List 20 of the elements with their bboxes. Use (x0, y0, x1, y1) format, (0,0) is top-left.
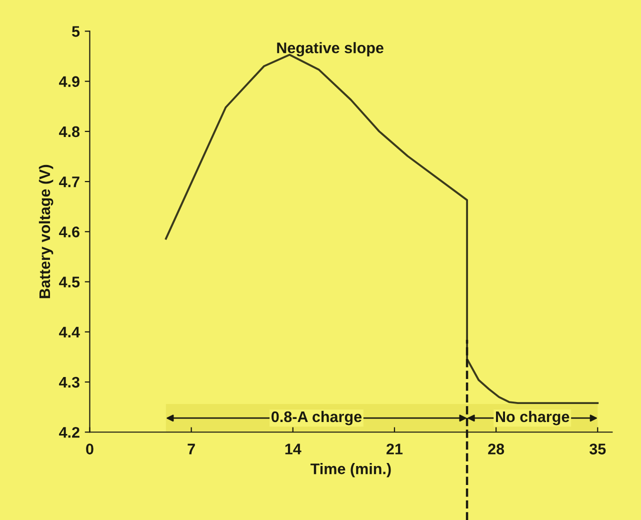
x-tick-label: 35 (590, 444, 606, 454)
y-tick-label: 4.3 (59, 376, 80, 388)
y-tick-label: 5 (72, 26, 80, 37)
y-axis-title: Battery voltage (V) (38, 164, 54, 298)
annotation: Negative slope (277, 42, 384, 56)
x-tick-label: 7 (188, 444, 195, 454)
band-label: 0.8-A charge (272, 410, 362, 426)
x-tick-label: 21 (386, 444, 403, 454)
y-tick-label: 4.6 (59, 226, 80, 238)
x-tick-label: 0 (86, 444, 94, 454)
y-tick-label: 4.5 (59, 276, 80, 288)
x-axis-title: Time (min.) (310, 463, 391, 478)
y-tick-label: 4.4 (59, 326, 80, 338)
y-tick-label: 4.8 (59, 126, 80, 138)
x-tick-label: 14 (285, 444, 302, 454)
y-tick-label: 4.9 (59, 76, 80, 87)
y-tick-label: 4.2 (59, 426, 80, 438)
y-tick-label: 4.7 (59, 176, 80, 188)
band-label: No charge (496, 410, 570, 426)
x-tick-label: 28 (488, 444, 504, 454)
